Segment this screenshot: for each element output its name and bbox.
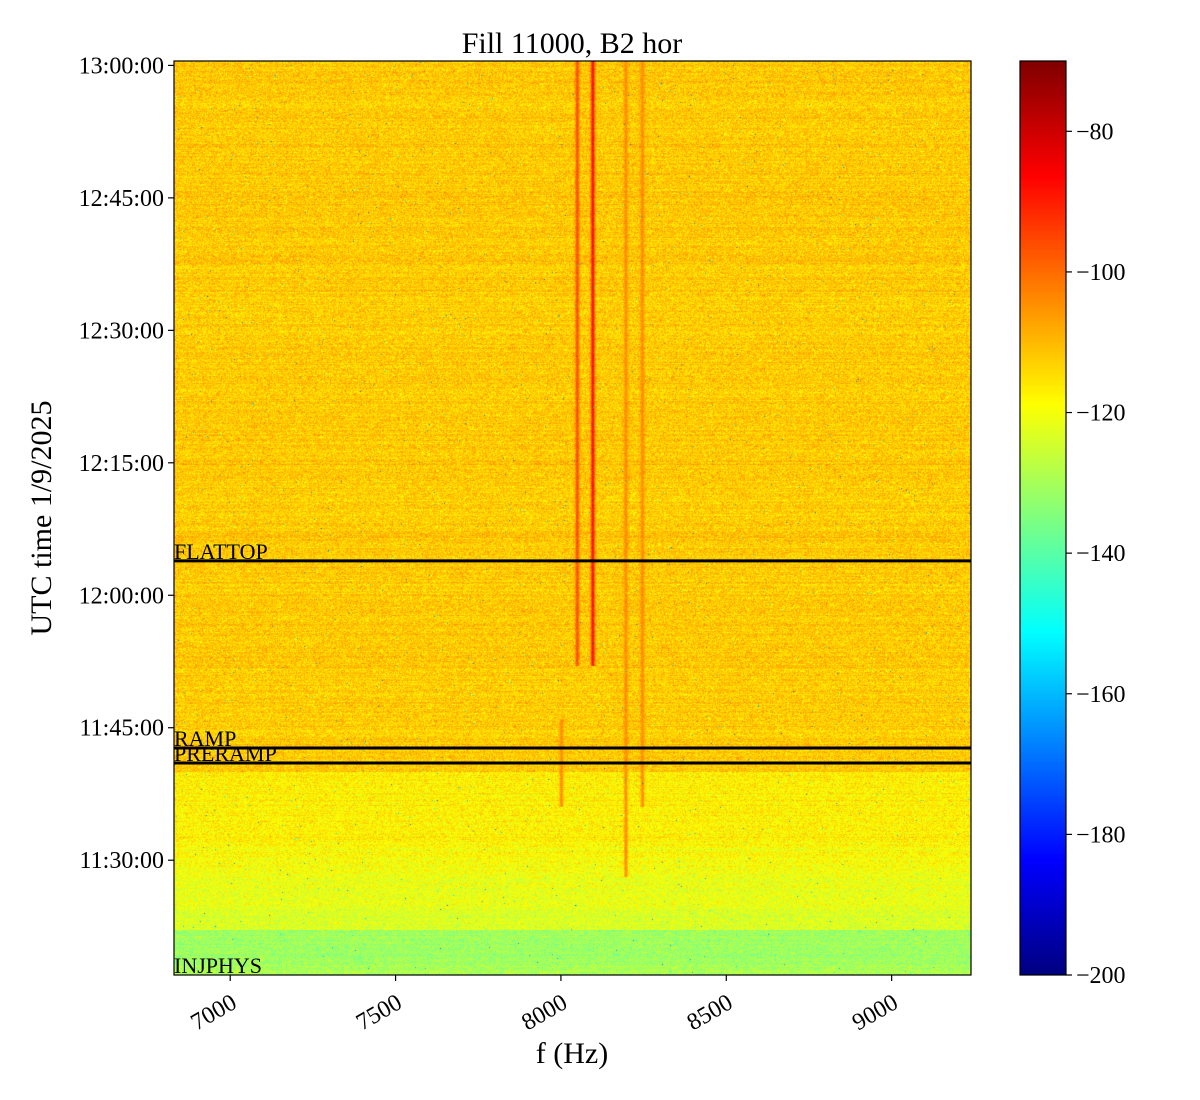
y-axis-label: UTC time 1/9/2025 bbox=[25, 401, 58, 636]
colorbar-frame bbox=[1019, 60, 1067, 976]
y-tick-label: 11:45:00 bbox=[80, 716, 164, 742]
y-tick-label: 13:00:00 bbox=[79, 53, 164, 79]
x-tick-label: 9000 bbox=[848, 990, 903, 1037]
beam-mode-label: RAMP bbox=[174, 726, 236, 751]
y-tick-label: 11:30:00 bbox=[80, 848, 164, 874]
colorbar-tick-label: −120 bbox=[1076, 401, 1126, 427]
colorbar-tick-label: −180 bbox=[1076, 822, 1126, 848]
y-axis-ticks: 11:30:00 11:45:00 12:00:00 12:15:00 12:30:00… bbox=[79, 53, 174, 874]
x-axis-label: f (Hz) bbox=[536, 1037, 608, 1070]
x-axis-ticks: 7000 7500 8000 8500 9000 bbox=[187, 975, 903, 1036]
x-tick-label: 7000 bbox=[187, 990, 242, 1037]
beam-mode-label: INJPHYS bbox=[174, 953, 262, 978]
colorbar-tick-label: −80 bbox=[1076, 119, 1114, 145]
y-tick-label: 12:45:00 bbox=[79, 186, 164, 212]
colorbar-tick-label: −140 bbox=[1076, 541, 1126, 567]
beam-mode-label: FLATTOP bbox=[174, 539, 268, 564]
chart-title: Fill 11000, B2 hor bbox=[462, 27, 683, 60]
x-tick-label: 7500 bbox=[352, 990, 407, 1037]
y-tick-label: 12:30:00 bbox=[79, 318, 164, 344]
y-tick-label: 12:00:00 bbox=[79, 583, 164, 609]
spectrogram-heatmap bbox=[174, 61, 971, 975]
colorbar bbox=[1020, 61, 1066, 975]
colorbar-ticks: −200 −180 −160 −140 −120 −100 −80 bbox=[1066, 119, 1126, 989]
x-tick-label: 8000 bbox=[517, 990, 572, 1037]
plot-frame bbox=[173, 60, 972, 976]
beam-mode-label: PRERAMP bbox=[174, 741, 277, 766]
colorbar-tick-label: −200 bbox=[1076, 963, 1126, 989]
x-tick-label: 8500 bbox=[683, 990, 738, 1037]
y-tick-label: 12:15:00 bbox=[79, 451, 164, 477]
colorbar-tick-label: −160 bbox=[1076, 682, 1126, 708]
colorbar-tick-label: −100 bbox=[1076, 260, 1126, 286]
